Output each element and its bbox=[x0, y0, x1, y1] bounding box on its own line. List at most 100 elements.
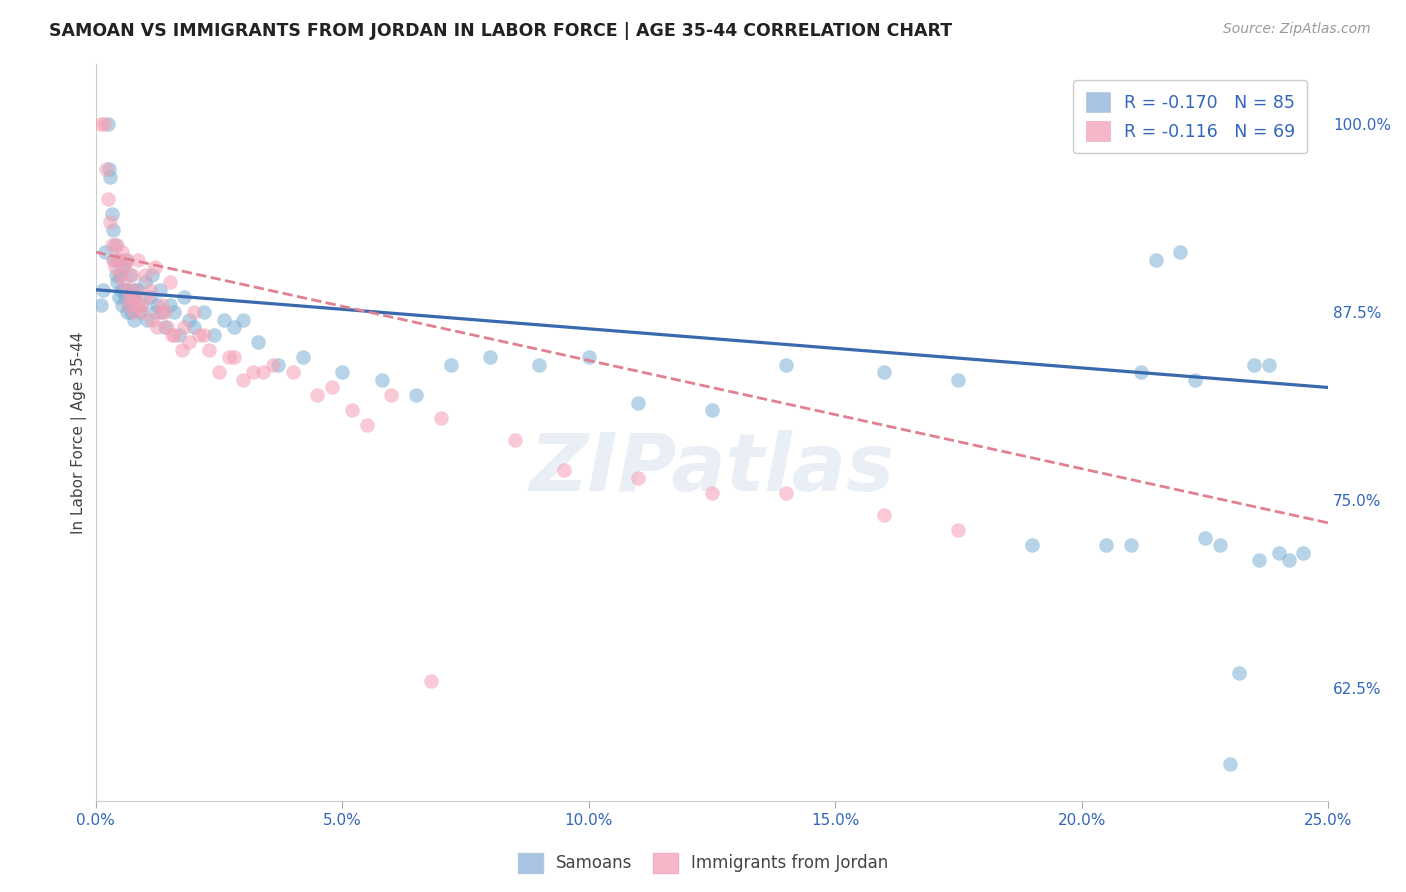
Point bbox=[143, 260, 166, 274]
Point bbox=[198, 343, 221, 357]
Point bbox=[110, 268, 132, 282]
Point bbox=[120, 290, 142, 304]
Point bbox=[149, 305, 172, 319]
Point bbox=[107, 252, 129, 267]
Point bbox=[163, 305, 186, 319]
Point bbox=[212, 312, 235, 326]
Point bbox=[112, 283, 135, 297]
Point bbox=[122, 283, 145, 297]
Point bbox=[101, 207, 124, 221]
Point bbox=[1144, 252, 1167, 267]
Point bbox=[169, 327, 191, 342]
Point bbox=[222, 320, 245, 334]
Point bbox=[252, 366, 274, 380]
Point bbox=[111, 245, 134, 260]
Point bbox=[120, 305, 142, 319]
Point bbox=[873, 508, 896, 523]
Point bbox=[122, 312, 145, 326]
Point bbox=[380, 388, 402, 402]
Point bbox=[153, 305, 176, 319]
Point bbox=[131, 305, 153, 319]
Point bbox=[340, 403, 363, 417]
Point bbox=[202, 327, 225, 342]
Point bbox=[1021, 538, 1043, 552]
Point bbox=[96, 162, 118, 177]
Text: SAMOAN VS IMMIGRANTS FROM JORDAN IN LABOR FORCE | AGE 35-44 CORRELATION CHART: SAMOAN VS IMMIGRANTS FROM JORDAN IN LABO… bbox=[49, 22, 952, 40]
Point bbox=[419, 673, 441, 688]
Point bbox=[94, 245, 117, 260]
Point bbox=[159, 298, 181, 312]
Point bbox=[307, 388, 329, 402]
Point bbox=[179, 335, 201, 350]
Point bbox=[115, 252, 138, 267]
Point bbox=[356, 418, 378, 433]
Text: Source: ZipAtlas.com: Source: ZipAtlas.com bbox=[1223, 22, 1371, 37]
Point bbox=[125, 283, 148, 297]
Point bbox=[1194, 531, 1216, 545]
Point bbox=[173, 290, 195, 304]
Point bbox=[208, 366, 231, 380]
Point bbox=[114, 290, 136, 304]
Point bbox=[97, 193, 120, 207]
Point bbox=[136, 312, 159, 326]
Point bbox=[150, 298, 173, 312]
Point bbox=[1168, 245, 1191, 260]
Point bbox=[439, 358, 461, 372]
Point bbox=[93, 117, 115, 131]
Point bbox=[1095, 538, 1118, 552]
Point bbox=[146, 298, 169, 312]
Point bbox=[700, 403, 723, 417]
Point bbox=[136, 290, 159, 304]
Point bbox=[149, 283, 172, 297]
Point bbox=[115, 252, 138, 267]
Point bbox=[107, 252, 129, 267]
Text: ZIPatlas: ZIPatlas bbox=[529, 431, 894, 508]
Point bbox=[1243, 358, 1265, 372]
Point bbox=[139, 283, 162, 297]
Point bbox=[700, 485, 723, 500]
Point bbox=[321, 380, 343, 394]
Point bbox=[291, 351, 314, 365]
Point bbox=[91, 283, 114, 297]
Point bbox=[141, 312, 163, 326]
Point bbox=[159, 275, 181, 289]
Point bbox=[163, 327, 186, 342]
Point bbox=[89, 298, 111, 312]
Point bbox=[1249, 553, 1271, 567]
Point bbox=[948, 524, 970, 538]
Point bbox=[1218, 756, 1240, 771]
Point bbox=[553, 463, 575, 477]
Point bbox=[110, 268, 132, 282]
Point bbox=[160, 327, 183, 342]
Point bbox=[479, 351, 502, 365]
Point bbox=[112, 275, 135, 289]
Point bbox=[503, 433, 526, 447]
Point bbox=[124, 290, 146, 304]
Point bbox=[281, 366, 304, 380]
Point bbox=[193, 305, 215, 319]
Point bbox=[775, 358, 797, 372]
Point bbox=[127, 252, 149, 267]
Point bbox=[98, 162, 121, 177]
Point bbox=[1119, 538, 1142, 552]
Point bbox=[873, 366, 896, 380]
Point bbox=[170, 343, 193, 357]
Point bbox=[103, 252, 125, 267]
Point bbox=[104, 260, 127, 274]
Legend: R = -0.170   N = 85, R = -0.116   N = 69: R = -0.170 N = 85, R = -0.116 N = 69 bbox=[1073, 80, 1308, 153]
Point bbox=[775, 485, 797, 500]
Point bbox=[98, 215, 121, 229]
Point bbox=[179, 312, 201, 326]
Point bbox=[150, 305, 173, 319]
Point bbox=[146, 320, 169, 334]
Point bbox=[103, 222, 125, 236]
Point bbox=[108, 290, 131, 304]
Point bbox=[627, 395, 650, 409]
Point bbox=[127, 298, 149, 312]
Point bbox=[104, 237, 127, 252]
Point bbox=[153, 320, 176, 334]
Point bbox=[370, 373, 392, 387]
Point bbox=[117, 283, 139, 297]
Point bbox=[948, 373, 970, 387]
Point bbox=[141, 268, 163, 282]
